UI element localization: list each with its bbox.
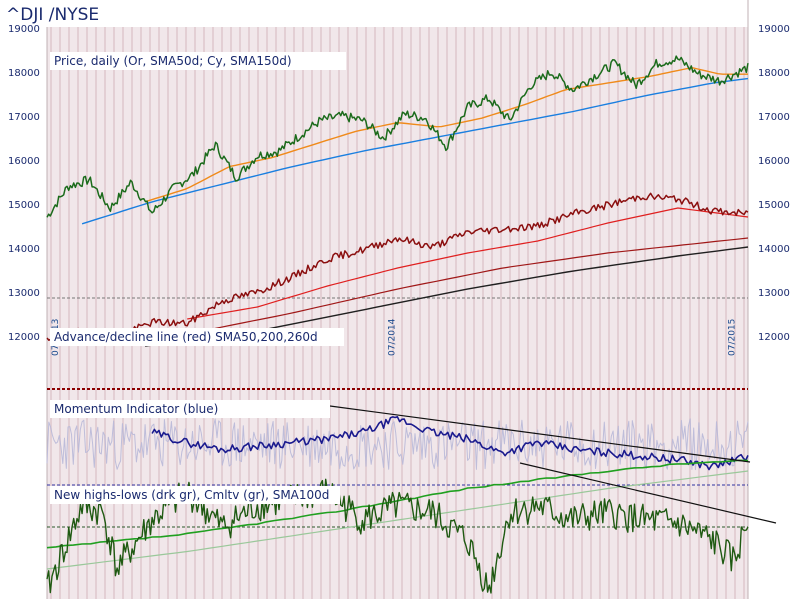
panel-label-box-price <box>50 52 346 70</box>
panel-label-box-nh <box>50 486 340 504</box>
momentum-panel-label: Momentum Indicator (blue) <box>54 402 218 416</box>
series-price <box>46 55 749 218</box>
y-tick-label-right: 13000 <box>758 288 790 299</box>
y-tick-label-left: 15000 <box>8 200 40 211</box>
panel-label-box-momentum <box>50 400 330 418</box>
price-axis-ticks: 19000 19000 18000 18000 17000 17000 16000 16000… <box>8 24 790 343</box>
series-sma150d <box>81 77 749 225</box>
y-tick-label-right: 19000 <box>758 24 790 35</box>
y-tick-label-right: 15000 <box>758 200 790 211</box>
series-nh-sma100d <box>46 470 749 570</box>
y-tick-label-left: 17000 <box>8 112 40 123</box>
y-tick-label-left: 19000 <box>8 24 40 35</box>
y-tick-label-left: 18000 <box>8 68 40 79</box>
y-tick-label-right: 16000 <box>758 156 790 167</box>
y-tick-label-left: 13000 <box>8 288 40 299</box>
trendline-momentum <box>329 405 751 463</box>
series-ad-sma50 <box>187 207 749 320</box>
y-tick-label-right: 12000 <box>758 332 790 343</box>
ad-panel-label: Advance/decline line (red) SMA50,200,260… <box>54 330 318 344</box>
plot-area <box>47 27 748 599</box>
y-tick-label-left: 14000 <box>8 244 40 255</box>
series-ad-line <box>46 192 749 342</box>
chart-title: ^DJI /NYSE <box>6 5 99 25</box>
x-tick-label: 07/2014 <box>387 318 397 356</box>
title-box <box>0 0 496 27</box>
price-panel-label: Price, daily (Or, SMA50d; Cy, SMA150d) <box>54 54 292 68</box>
trendline-nh <box>519 462 777 524</box>
y-tick-label-left: 12000 <box>8 332 40 343</box>
y-tick-label-right: 18000 <box>758 68 790 79</box>
y-tick-label-left: 16000 <box>8 156 40 167</box>
nh-panel-label: New highs-lows (drk gr), Cmltv (gr), SMA… <box>54 488 329 502</box>
x-tick-label: 07/2015 <box>727 319 737 356</box>
series-momentum <box>151 416 749 471</box>
y-tick-label-right: 14000 <box>758 244 790 255</box>
y-tick-label-right: 17000 <box>758 112 790 123</box>
panel-label-box-ad <box>50 328 344 346</box>
